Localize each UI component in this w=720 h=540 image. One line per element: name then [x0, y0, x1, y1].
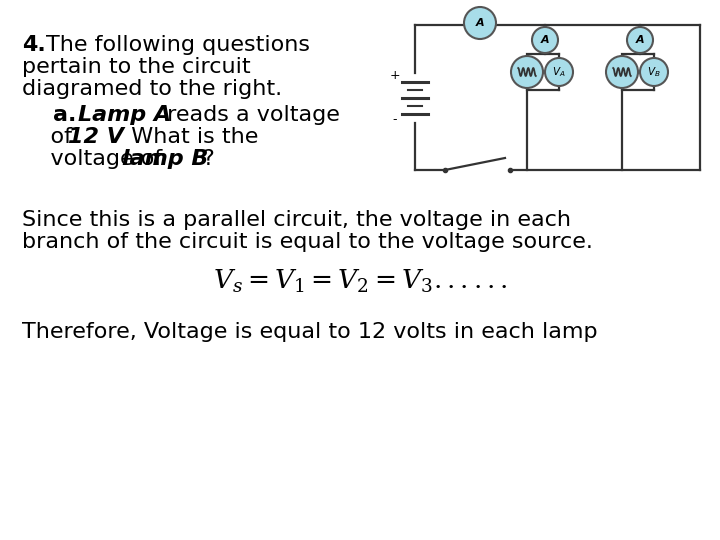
- Text: $V_A$: $V_A$: [552, 65, 566, 79]
- Text: $V_B$: $V_B$: [647, 65, 661, 79]
- Text: A: A: [541, 35, 549, 45]
- Text: 12 V: 12 V: [68, 127, 124, 147]
- Text: .  What is the: . What is the: [110, 127, 258, 147]
- Text: 4.: 4.: [22, 35, 46, 55]
- Text: A: A: [476, 18, 485, 28]
- Circle shape: [532, 27, 558, 53]
- Text: reads a voltage: reads a voltage: [160, 105, 340, 125]
- Text: Lamp A: Lamp A: [78, 105, 171, 125]
- Text: voltage of: voltage of: [22, 149, 169, 169]
- Circle shape: [464, 7, 496, 39]
- Text: lamp B: lamp B: [122, 149, 208, 169]
- Text: branch of the circuit is equal to the voltage source.: branch of the circuit is equal to the vo…: [22, 232, 593, 252]
- Circle shape: [545, 58, 573, 86]
- Text: Therefore, Voltage is equal to 12 volts in each lamp: Therefore, Voltage is equal to 12 volts …: [22, 322, 598, 342]
- Text: diagramed to the right.: diagramed to the right.: [22, 79, 282, 99]
- Circle shape: [511, 56, 543, 88]
- Text: The following questions: The following questions: [46, 35, 310, 55]
- Text: -: -: [392, 113, 397, 126]
- Circle shape: [640, 58, 668, 86]
- Text: +: +: [390, 69, 400, 82]
- Text: ?: ?: [202, 149, 214, 169]
- Circle shape: [627, 27, 653, 53]
- Text: a.: a.: [22, 105, 84, 125]
- Text: of: of: [22, 127, 79, 147]
- Circle shape: [606, 56, 638, 88]
- Text: $V_s = V_1 = V_2 = V_3......$: $V_s = V_1 = V_2 = V_3......$: [212, 268, 508, 295]
- Text: Since this is a parallel circuit, the voltage in each: Since this is a parallel circuit, the vo…: [22, 210, 571, 230]
- Text: pertain to the circuit: pertain to the circuit: [22, 57, 251, 77]
- Text: A: A: [636, 35, 644, 45]
